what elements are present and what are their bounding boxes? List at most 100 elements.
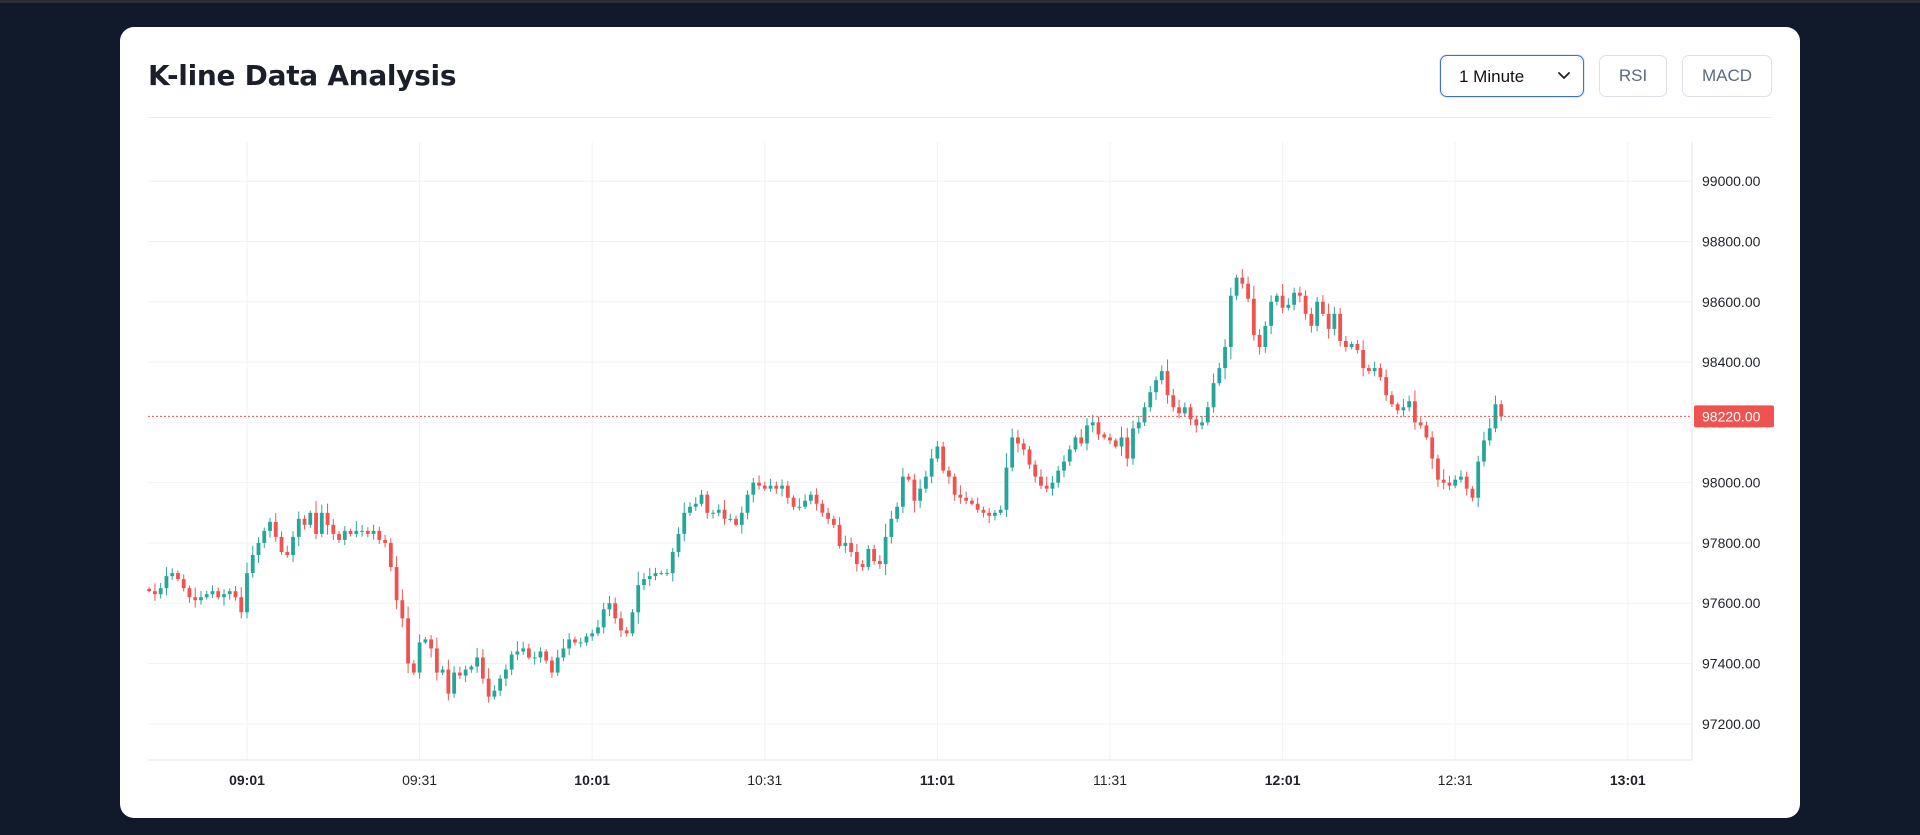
candle-body [429, 639, 434, 649]
rsi-button[interactable]: RSI [1599, 55, 1667, 97]
interval-select[interactable]: 1 Minute [1440, 55, 1584, 97]
page-title: K-line Data Analysis [148, 59, 457, 92]
candle-body [567, 639, 572, 649]
candle-body [952, 476, 957, 495]
candle-body [676, 533, 681, 552]
x-axis-tick-label: 12:01 [1265, 772, 1301, 788]
candle-body [1171, 395, 1176, 408]
candle-body [181, 579, 186, 589]
candle-body [555, 657, 560, 673]
candle-body [325, 512, 330, 525]
candle-body [1228, 295, 1233, 347]
candle-body [1108, 437, 1112, 441]
candle-body [1194, 419, 1199, 426]
candle-body [762, 485, 767, 489]
candle-body [388, 542, 393, 568]
candle-body [377, 530, 382, 540]
candle-body [739, 512, 744, 525]
x-axis-tick-label: 11:31 [1093, 772, 1127, 788]
candle-body [486, 678, 491, 697]
candle-body [768, 485, 773, 489]
candle-body [394, 567, 399, 601]
candle-body [1320, 301, 1325, 314]
candle-body [1441, 479, 1446, 483]
candle-body [204, 594, 209, 598]
candle-body [929, 458, 934, 477]
candle-body [1159, 371, 1164, 381]
x-axis-tick-label: 10:01 [574, 772, 610, 788]
candle-body [532, 657, 537, 659]
candle-body [480, 657, 485, 679]
candle-body [1459, 476, 1463, 480]
candle-body [1004, 467, 1009, 510]
candle-body [900, 476, 905, 507]
candle-body [509, 654, 514, 670]
macd-button[interactable]: MACD [1682, 55, 1772, 97]
y-axis-tick-label: 97400.00 [1702, 656, 1761, 672]
x-axis-tick-label: 12:31 [1438, 772, 1473, 788]
candle-body [1136, 422, 1141, 429]
candle-body [440, 669, 445, 673]
x-axis-tick-label: 13:01 [1610, 772, 1646, 788]
candle-body [1033, 464, 1038, 477]
candle-body [1125, 437, 1130, 459]
candle-body [406, 618, 410, 664]
candle-body [1309, 313, 1314, 326]
candle-body [561, 648, 566, 658]
candle-body [1205, 407, 1210, 423]
candle-body [1067, 449, 1072, 462]
candle-body [1349, 343, 1354, 347]
candle-body [883, 536, 888, 565]
candle-body [918, 488, 923, 501]
candle-body [170, 573, 175, 577]
candle-body [935, 446, 940, 459]
candle-body [1292, 292, 1297, 305]
candle-body [1447, 482, 1452, 486]
candle-body [210, 591, 215, 595]
candle-body [342, 530, 347, 540]
candle-body [1182, 407, 1187, 414]
candle-body [296, 518, 301, 537]
candle-body [1021, 443, 1026, 450]
candle-body [1493, 404, 1498, 429]
candle-body [360, 530, 364, 532]
candle-body [1085, 425, 1089, 444]
candle-body [785, 485, 790, 498]
y-axis-tick-label: 97600.00 [1702, 595, 1761, 611]
candle-body [745, 494, 750, 513]
candle-body [860, 564, 865, 568]
candle-body [1361, 350, 1366, 369]
candle-body [1090, 422, 1095, 426]
candle-body [538, 651, 543, 658]
candle-body [1223, 346, 1227, 369]
candle-body [1234, 277, 1239, 296]
candle-body [423, 639, 428, 643]
candlestick-chart[interactable]: 97200.00 97400.00 97600.00 97800.00 98000.00… [120, 27, 1800, 818]
candle-body [452, 672, 457, 694]
candle-body [446, 669, 451, 694]
candle-body [941, 446, 946, 471]
candle-body [1418, 422, 1423, 426]
candle-body [469, 666, 474, 670]
candle-body [371, 530, 376, 534]
candle-body [222, 594, 226, 598]
candle-body [273, 521, 278, 537]
candle-body [803, 500, 807, 507]
candle-body [1154, 380, 1158, 393]
kline-card: K-line Data Analysis 1 Minute RSI MACD 9… [120, 27, 1800, 818]
candle-body [688, 506, 692, 513]
candle-body [716, 509, 721, 513]
candle-body [475, 657, 480, 667]
candle-body [653, 573, 658, 577]
candle-body [895, 506, 900, 519]
candle-body [791, 497, 796, 507]
candle-body [1355, 343, 1360, 351]
candle-body [912, 479, 917, 501]
candle-body [636, 585, 641, 613]
candle-body [774, 485, 779, 489]
candle-body [814, 494, 819, 504]
candle-body [826, 512, 830, 519]
candle-body [573, 639, 577, 643]
candle-body [1384, 377, 1389, 396]
y-axis-tick-label: 98400.00 [1702, 354, 1761, 370]
